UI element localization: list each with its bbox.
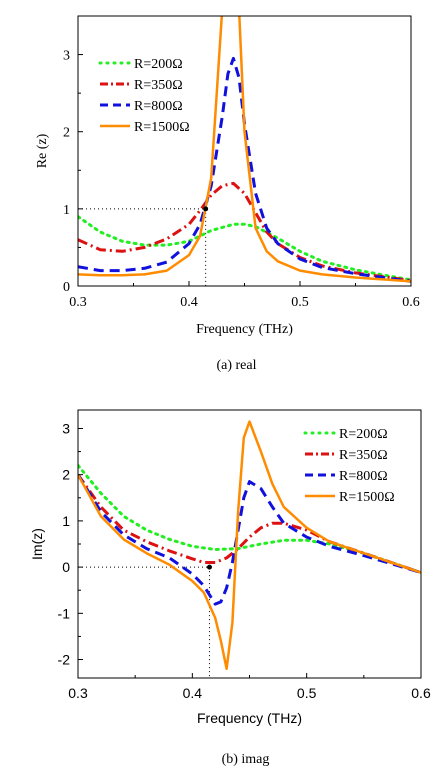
x-tick-label: 0.6	[411, 685, 431, 701]
y-axis-label: Re (z)	[35, 133, 50, 168]
legend: R=200Ω R=350Ω R=800Ω R=1500Ω	[303, 427, 395, 505]
caption: (b) imag	[222, 752, 270, 767]
legend-label-3: R=1500Ω	[134, 120, 190, 135]
series-line-2	[78, 56, 411, 283]
y-tick-label: 2	[63, 126, 70, 141]
y-tick-label: 3	[62, 420, 70, 436]
series-line-3	[78, 16, 411, 283]
y-tick-label: -2	[58, 652, 71, 668]
y-tick-label: -1	[58, 605, 71, 621]
y-axis-label: Im(z)	[29, 528, 45, 560]
chart-real: 0.3 0.4 0.5 0.6 0 1 2 3 Frequency (THz) Re (z) (a)…	[35, 15, 420, 373]
series-line-1	[78, 181, 411, 283]
reference-point	[206, 564, 212, 570]
y-tick-label: 0	[62, 559, 70, 575]
plot-frame	[77, 15, 412, 287]
legend-label-1: R=350Ω	[134, 78, 183, 93]
y-tick-label: 2	[62, 467, 70, 483]
y-tick-label: 0	[63, 280, 70, 295]
series-group	[78, 420, 421, 671]
series-line-0	[78, 215, 411, 282]
x-axis-label: Frequency (THz)	[196, 322, 293, 337]
caption: (a) real	[216, 358, 256, 373]
reference-point	[203, 206, 209, 212]
series-group	[78, 16, 411, 283]
x-tick-label: 0.5	[297, 685, 317, 701]
y-tick-label: 1	[62, 513, 70, 529]
x-tick-label: 0.5	[291, 295, 309, 310]
x-tick-label: 0.4	[180, 295, 198, 310]
chart-imag: 0.3 0.4 0.5 0.6 -2 -1 0 1 2 3 Frequency (THz) Im(z)…	[29, 409, 431, 767]
legend-label-3: R=1500Ω	[339, 490, 395, 505]
series-line-0	[78, 463, 421, 575]
legend-label-2: R=800Ω	[339, 469, 388, 484]
legend: R=200Ω R=350Ω R=800Ω R=1500Ω	[98, 57, 190, 135]
legend-label-0: R=200Ω	[134, 57, 183, 72]
x-tick-label: 0.3	[68, 685, 88, 701]
y-tick-label: 1	[63, 203, 70, 218]
x-tick-label: 0.3	[69, 295, 87, 310]
y-tick-label: 3	[63, 49, 70, 64]
x-tick-label: 0.4	[183, 685, 203, 701]
series-line-3	[78, 420, 421, 671]
legend-label-1: R=350Ω	[339, 448, 388, 463]
legend-label-0: R=200Ω	[339, 427, 388, 442]
x-tick-label: 0.6	[402, 295, 420, 310]
x-axis-label: Frequency (THz)	[197, 710, 302, 726]
legend-label-2: R=800Ω	[134, 99, 183, 114]
